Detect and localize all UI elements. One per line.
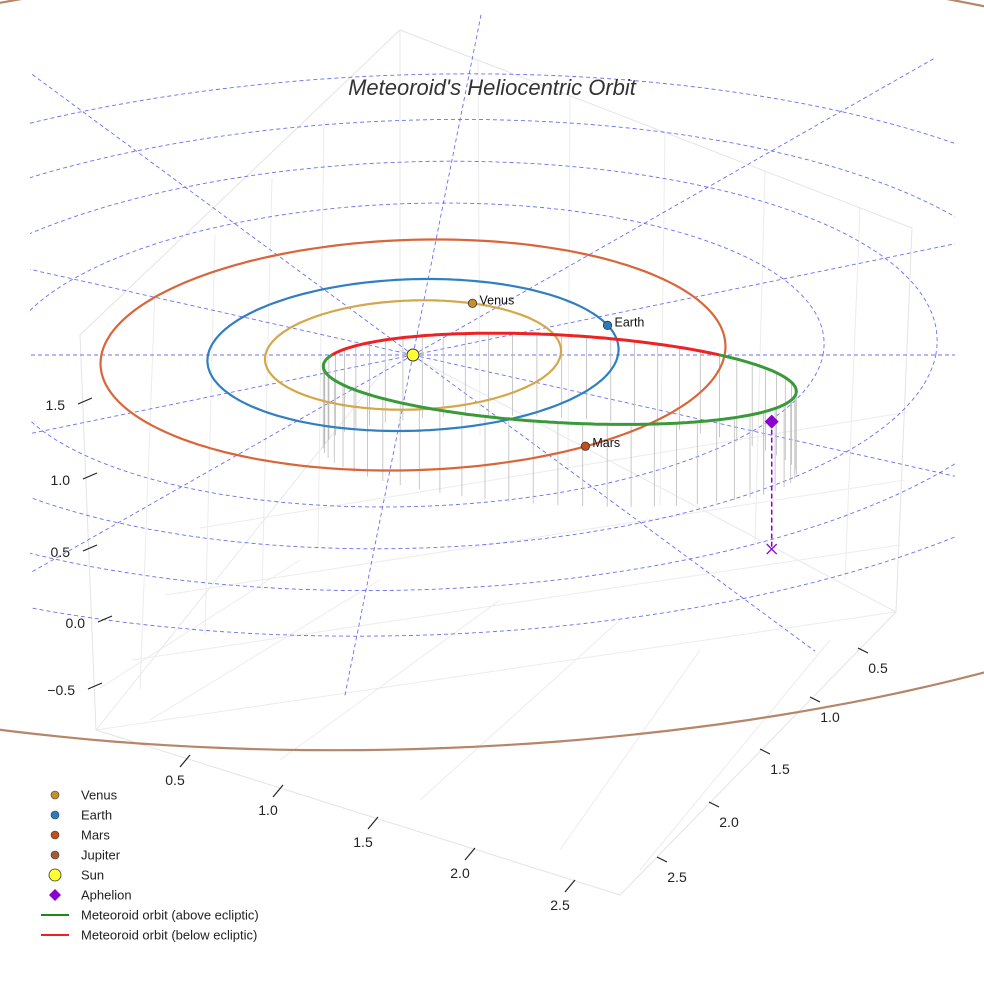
- earth-label: Earth: [615, 315, 645, 329]
- venus-marker: [467, 298, 478, 308]
- aphelion-marker: [764, 414, 779, 429]
- legend-label: Meteoroid orbit (below ecliptic): [81, 928, 257, 943]
- legend-label: Sun: [81, 868, 104, 883]
- x-tick-label: 1.0: [258, 802, 278, 818]
- orbit-earth: [206, 277, 620, 433]
- axis-ticks: −0.5 0.0 0.5 1.0 1.5 0.5 1.0 1.5 2.0 2.5 0.5 1.0 1.5…: [46, 397, 888, 913]
- legend-label: Jupiter: [81, 848, 121, 863]
- venus-label: Venus: [480, 293, 515, 307]
- orbit-jupiter: [0, 0, 984, 752]
- y-tick-mark: [759, 748, 771, 755]
- projection-stems: [322, 333, 797, 507]
- x-tick-mark: [272, 784, 284, 798]
- legend-item-jupiter: Jupiter: [50, 848, 121, 863]
- x-tick-label: 2.5: [550, 897, 570, 913]
- x-tick-mark: [367, 816, 379, 830]
- z-tick-label: 0.0: [66, 615, 86, 631]
- grid-spoke: [30, 72, 414, 356]
- z-tick-label: 1.5: [46, 397, 66, 413]
- x-tick-label: 0.5: [165, 772, 185, 788]
- x-tick-label: 2.0: [450, 865, 470, 881]
- legend-item-earth: Earth: [50, 808, 112, 823]
- meteoroid-orbit-above: [321, 353, 765, 426]
- grid-spoke: [412, 58, 934, 356]
- x-tick-mark: [179, 754, 191, 768]
- x-tick-mark: [464, 847, 476, 861]
- grid-spoke: [30, 354, 414, 435]
- legend-label: Earth: [81, 808, 112, 823]
- box-grid: [79, 29, 913, 896]
- earth-marker: [602, 320, 613, 330]
- mars-label: Mars: [592, 436, 620, 450]
- meteoroid-orbit: [321, 331, 798, 426]
- z-tick-label: 0.5: [51, 544, 71, 560]
- legend-item-mars: Mars: [50, 828, 110, 843]
- z-tick-label: −0.5: [47, 682, 75, 698]
- y-tick-mark: [656, 856, 668, 863]
- y-tick-mark: [708, 801, 720, 808]
- legend-label: Mars: [81, 828, 110, 843]
- aphelion-projection-marker: [766, 543, 778, 555]
- legend-marker: [48, 868, 62, 882]
- y-tick-label: 0.5: [868, 660, 888, 676]
- x-tick-mark: [564, 879, 576, 893]
- legend-label: Aphelion: [81, 888, 132, 903]
- orbit-venus: [263, 299, 563, 411]
- legend-marker: [50, 790, 60, 800]
- y-tick-label: 1.5: [770, 761, 790, 777]
- grid-spoke: [412, 354, 955, 477]
- y-tick-mark: [809, 696, 821, 703]
- legend-marker: [50, 830, 60, 840]
- legend-item-aphelion: Aphelion: [49, 888, 132, 903]
- grid-spoke: [412, 354, 816, 652]
- chart-title: Meteoroid's Heliocentric Orbit: [348, 75, 637, 100]
- legend: Venus Earth Mars Jupiter Sun Aphelion Meteoroi…: [41, 788, 259, 943]
- grid-spoke: [412, 243, 955, 356]
- z-tick-mark: [87, 682, 103, 690]
- meteoroid-orbit-below: [331, 331, 720, 357]
- sun-marker: [406, 348, 420, 362]
- grid-spoke: [30, 354, 414, 574]
- grid-circle: [30, 73, 955, 637]
- meteoroid-orbit-above: [719, 353, 798, 414]
- orbit-mars: [99, 238, 727, 472]
- y-tick-mark: [857, 647, 869, 654]
- planet-orbits: [0, 0, 984, 752]
- grid-circle: [30, 160, 938, 550]
- grid-spoke: [344, 354, 414, 698]
- z-tick-mark: [82, 472, 98, 480]
- legend-label: Meteoroid orbit (above ecliptic): [81, 908, 259, 923]
- z-tick-mark: [77, 397, 93, 405]
- legend-label: Venus: [81, 788, 118, 803]
- grid-spoke: [412, 12, 482, 356]
- legend-marker: [50, 810, 60, 820]
- y-tick-label: 1.0: [820, 709, 840, 725]
- legend-item-meteoroid-orbit-below-ecliptic: Meteoroid orbit (below ecliptic): [41, 928, 257, 943]
- legend-marker: [49, 889, 61, 901]
- y-tick-label: 2.5: [667, 869, 687, 885]
- markers: Venus Earth Mars: [406, 293, 779, 555]
- z-tick-mark: [82, 544, 98, 552]
- legend-marker: [50, 850, 60, 860]
- legend-item-meteoroid-orbit-above-ecliptic: Meteoroid orbit (above ecliptic): [41, 908, 259, 923]
- z-tick-mark: [97, 615, 113, 623]
- grid-spoke: [30, 268, 414, 356]
- legend-item-sun: Sun: [48, 868, 104, 883]
- polar-grid: [30, 12, 955, 698]
- x-tick-label: 1.5: [353, 834, 373, 850]
- z-tick-label: 1.0: [51, 472, 71, 488]
- legend-item-venus: Venus: [50, 788, 118, 803]
- mars-marker: [580, 441, 591, 451]
- y-tick-label: 2.0: [719, 814, 739, 830]
